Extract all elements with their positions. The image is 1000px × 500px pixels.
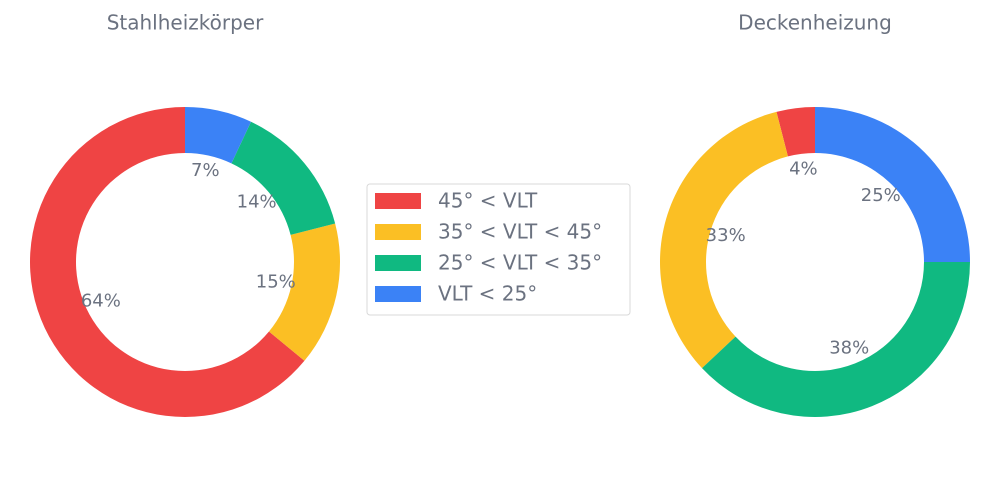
donut-wedge bbox=[776, 107, 815, 157]
data-label: 4% bbox=[789, 159, 818, 180]
data-label: 38% bbox=[829, 337, 869, 358]
legend-label: 35° < VLT < 45° bbox=[438, 220, 602, 244]
donut-wedge bbox=[29, 107, 305, 418]
legend-swatch bbox=[375, 255, 421, 271]
donut-wedge bbox=[268, 223, 341, 361]
chart-title: Stahlheizkörper bbox=[107, 11, 264, 35]
chart-title: Deckenheizung bbox=[738, 11, 892, 35]
legend-swatch bbox=[375, 224, 421, 240]
data-label: 14% bbox=[237, 192, 277, 213]
donut-wedge bbox=[185, 107, 251, 164]
legend-swatch bbox=[375, 286, 421, 302]
data-label: 25% bbox=[861, 185, 901, 206]
donut-wedge bbox=[702, 262, 970, 417]
legend-label: VLT < 25° bbox=[438, 282, 537, 306]
legend-swatch bbox=[375, 193, 421, 209]
donut-wedge bbox=[231, 121, 336, 235]
donut-wedge bbox=[660, 111, 788, 369]
data-label: 33% bbox=[706, 225, 746, 246]
legend-label: 25° < VLT < 35° bbox=[438, 251, 602, 275]
donut-wedge bbox=[815, 107, 970, 262]
data-label: 15% bbox=[256, 271, 296, 292]
data-label: 7% bbox=[191, 160, 220, 181]
legend-label: 45° < VLT bbox=[438, 189, 538, 213]
data-label: 64% bbox=[81, 291, 121, 312]
legend-box bbox=[366, 183, 631, 316]
